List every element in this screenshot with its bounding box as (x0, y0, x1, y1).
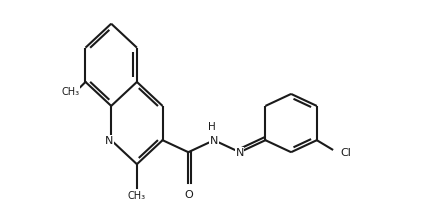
Text: N: N (105, 136, 114, 145)
Text: N: N (210, 136, 218, 145)
Text: CH₃: CH₃ (61, 86, 79, 96)
Text: N: N (235, 147, 244, 157)
Text: CH₃: CH₃ (128, 190, 146, 200)
Text: O: O (184, 189, 193, 199)
Text: H: H (208, 121, 216, 131)
Text: Cl: Cl (341, 147, 352, 157)
